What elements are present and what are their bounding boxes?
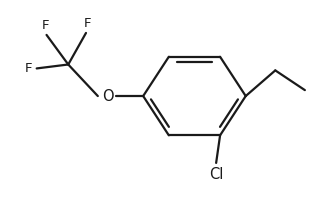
- Text: Cl: Cl: [209, 167, 223, 182]
- Text: F: F: [25, 62, 33, 75]
- Text: O: O: [102, 89, 114, 104]
- Text: F: F: [42, 19, 49, 32]
- Text: F: F: [84, 17, 92, 30]
